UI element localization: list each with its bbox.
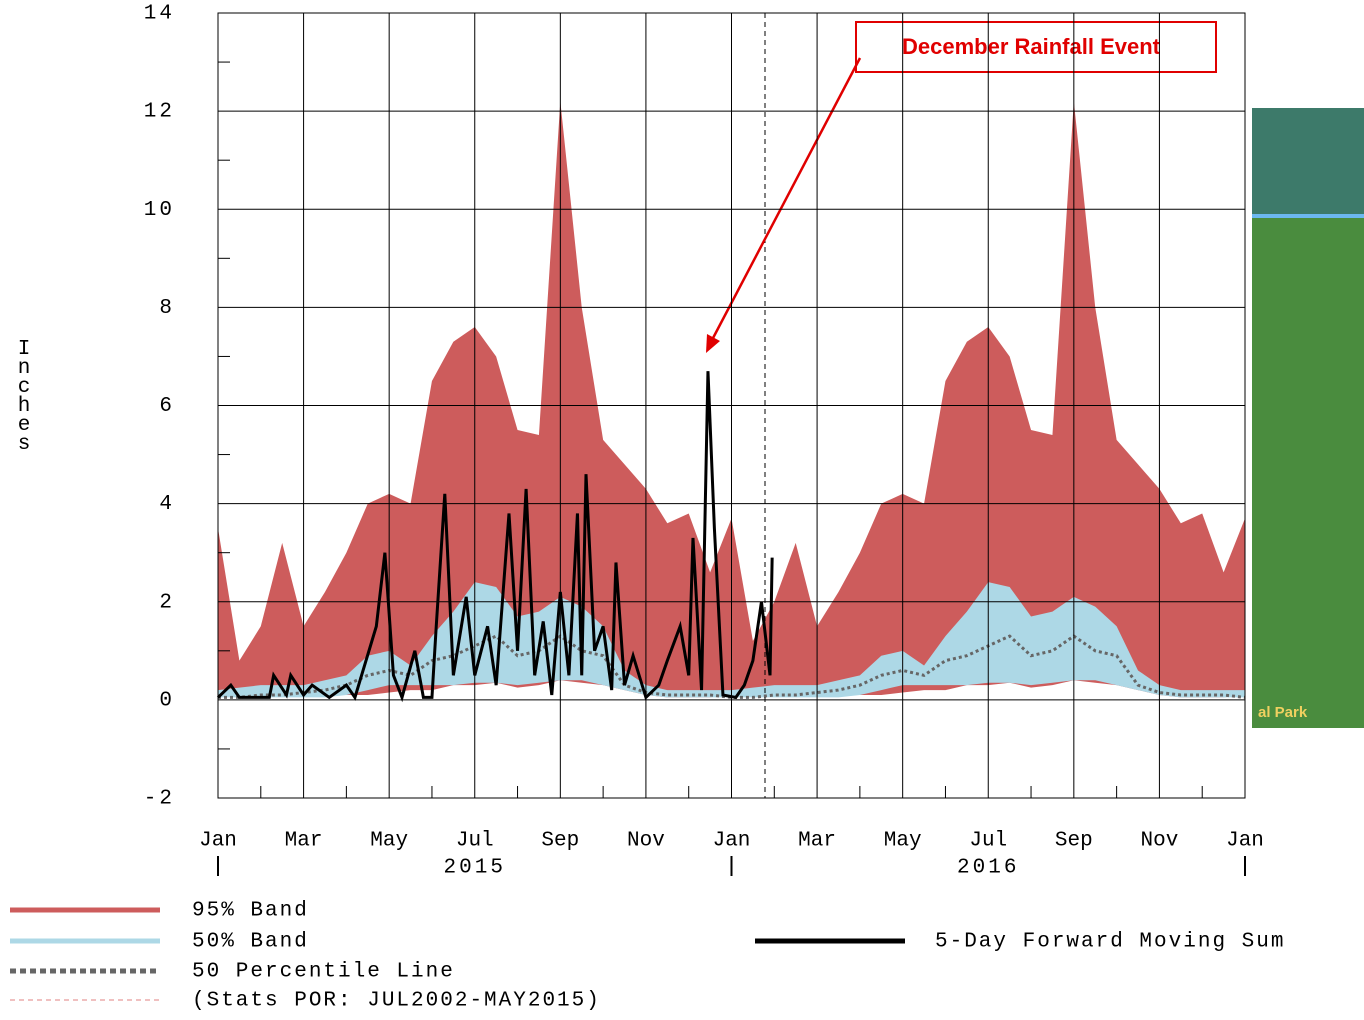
map-water [1252, 108, 1364, 218]
y-tick-label: 4 [159, 493, 175, 516]
x-tick-label: May [884, 830, 922, 853]
y-tick-label: 14 [144, 3, 175, 26]
x-tick-label: Sep [541, 830, 579, 853]
legend-label: 50 Percentile Line [192, 961, 455, 984]
map-land [1252, 218, 1364, 728]
y-tick-label: 6 [159, 395, 175, 418]
year-label: 2015 [444, 857, 506, 880]
legend-label: 5-Day Forward Moving Sum [935, 931, 1285, 954]
x-tick-label: Nov [627, 830, 665, 853]
y-tick-label: -2 [144, 788, 175, 811]
annotation: December Rainfall Event [902, 34, 1161, 59]
x-tick-label: Jan [713, 830, 751, 853]
y-tick-label: 0 [159, 689, 175, 712]
x-tick-label: Jan [1226, 830, 1264, 853]
plot-frame [217, 12, 1246, 799]
x-tick-label: Jul [456, 830, 494, 853]
x-tick-label: Jan [199, 830, 237, 853]
x-tick-label: May [370, 830, 408, 853]
legend-label: 50% Band [192, 931, 309, 954]
map-background [1252, 108, 1364, 728]
annotation-box [855, 21, 1217, 73]
y-tick-label: 12 [144, 101, 175, 124]
legend-note: (Stats POR: JUL2002-MAY2015) [192, 990, 601, 1013]
y-tick-label: 2 [159, 591, 175, 614]
x-tick-label: Sep [1055, 830, 1093, 853]
map-label: al Park [1258, 704, 1308, 721]
legend-label: 95% Band [192, 900, 309, 923]
y-tick-label: 8 [159, 297, 175, 320]
y-axis-label: Inches [13, 338, 36, 452]
moving-sum-line [216, 371, 774, 703]
arrow-head [706, 334, 720, 353]
x-tick-label: Jul [969, 830, 1007, 853]
year-label: 2016 [957, 857, 1019, 880]
x-tick-label: Mar [285, 830, 323, 853]
y-tick-label: 10 [144, 199, 175, 222]
x-tick-label: Nov [1141, 830, 1179, 853]
x-tick-label: Mar [798, 830, 836, 853]
annotation-arrow [710, 57, 862, 341]
